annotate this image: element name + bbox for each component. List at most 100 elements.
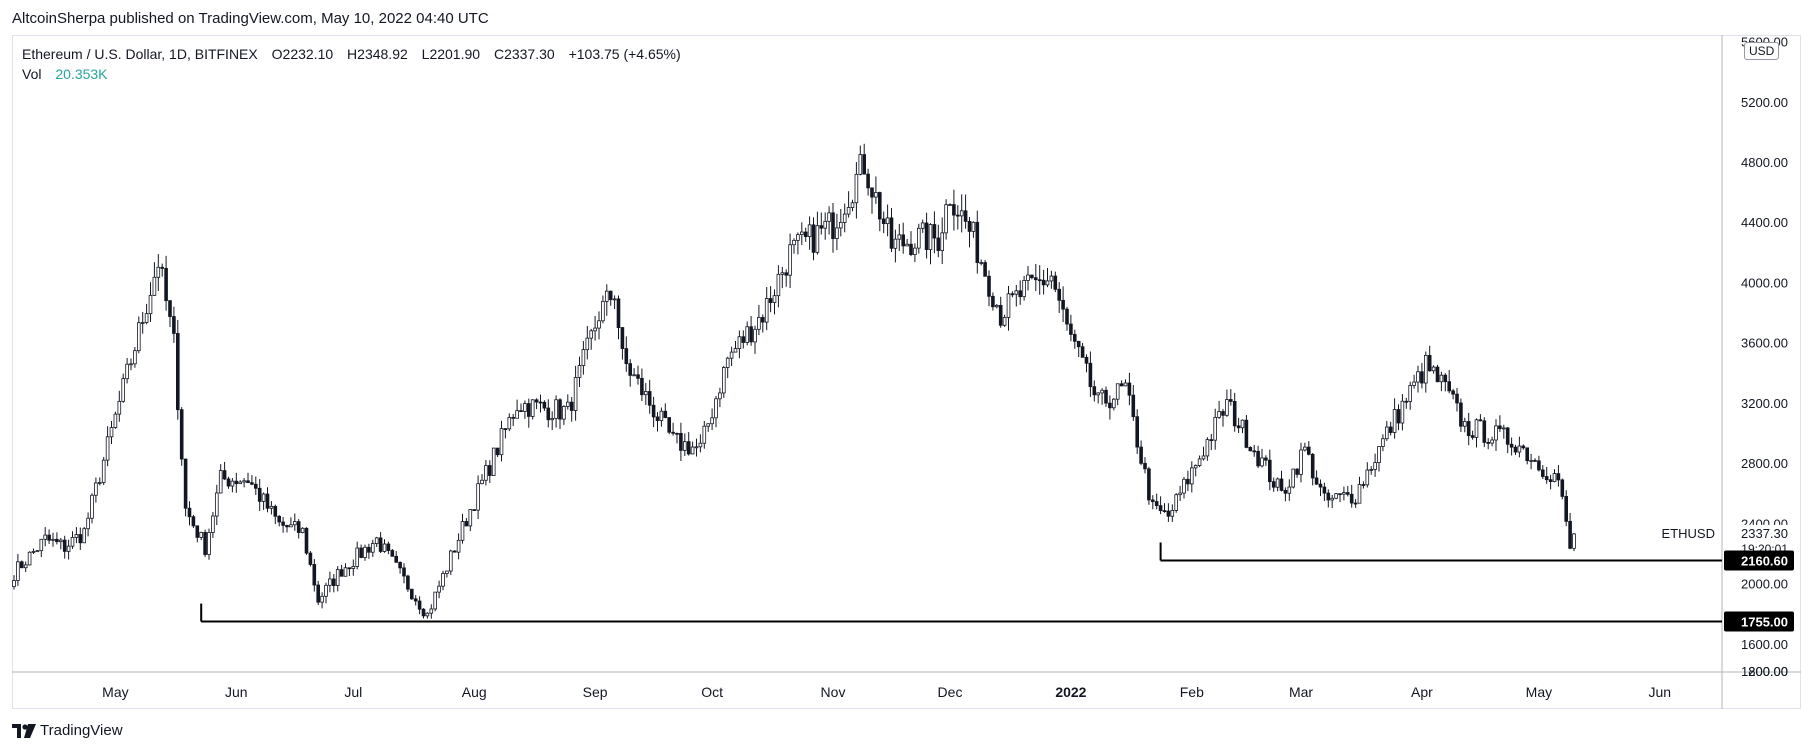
candle-body bbox=[1326, 492, 1331, 501]
candle-body bbox=[920, 222, 925, 229]
candle-body bbox=[491, 447, 496, 476]
candle-body bbox=[296, 521, 301, 533]
candle-body bbox=[1447, 381, 1452, 392]
candle-body bbox=[979, 262, 983, 264]
candle-body bbox=[1498, 425, 1502, 430]
candle-body bbox=[1162, 510, 1167, 513]
candle-body bbox=[370, 543, 375, 553]
candle-body bbox=[940, 232, 944, 251]
candle-body bbox=[1365, 469, 1370, 486]
time-tick-label: Jun bbox=[1649, 684, 1672, 700]
candle-body bbox=[807, 224, 812, 237]
candle-body bbox=[1451, 390, 1455, 395]
candle-body bbox=[1521, 445, 1526, 449]
candle-body bbox=[1544, 476, 1549, 481]
candle-body bbox=[800, 231, 804, 236]
candle-body bbox=[1357, 484, 1362, 504]
candle-body bbox=[737, 336, 742, 349]
candle-body bbox=[433, 591, 437, 610]
candle-body bbox=[1092, 386, 1097, 396]
candle-body bbox=[90, 494, 94, 519]
candle-body bbox=[94, 482, 98, 496]
candle-body bbox=[967, 220, 972, 232]
candle-body bbox=[647, 391, 652, 406]
candle-body bbox=[437, 585, 441, 593]
candle-body bbox=[1154, 501, 1159, 507]
candle-body bbox=[558, 399, 562, 420]
price-axis: 1600.002000.002400.002800.003200.003600.… bbox=[1741, 35, 1788, 679]
candle-body bbox=[577, 365, 582, 378]
candle-body bbox=[683, 441, 687, 451]
high-value: 2348.92 bbox=[357, 46, 408, 62]
tradingview-logo[interactable]: TradingView bbox=[12, 722, 123, 739]
candle-body bbox=[398, 561, 402, 569]
candle-body bbox=[367, 546, 371, 553]
candle-body bbox=[878, 192, 882, 220]
candle-body bbox=[948, 204, 952, 206]
time-tick-label: Sep bbox=[583, 684, 608, 700]
candle-body bbox=[827, 212, 831, 222]
candle-body bbox=[1568, 520, 1572, 549]
candle-body bbox=[1338, 493, 1342, 496]
candle-body bbox=[1353, 502, 1358, 505]
candle-body bbox=[527, 403, 531, 417]
candle-body bbox=[1388, 426, 1393, 433]
currency-button[interactable]: USD bbox=[1744, 42, 1780, 60]
candle-body bbox=[1459, 402, 1463, 427]
candle-body bbox=[710, 417, 714, 425]
candle-body bbox=[51, 538, 55, 541]
candle-body bbox=[324, 584, 328, 597]
candle-body bbox=[304, 527, 309, 554]
candle-body bbox=[487, 465, 492, 476]
candle-body bbox=[569, 401, 574, 411]
candle-body bbox=[1178, 492, 1182, 496]
candle-body bbox=[374, 537, 379, 544]
candle-body bbox=[1564, 496, 1569, 522]
level-price-tag bbox=[1724, 550, 1794, 571]
candle-body bbox=[1057, 288, 1062, 301]
candle-body bbox=[1018, 290, 1022, 298]
candle-body bbox=[421, 608, 426, 617]
chart-frame[interactable] bbox=[12, 35, 1801, 709]
candle-body bbox=[1509, 443, 1514, 448]
candle-body bbox=[98, 482, 102, 484]
candle-body bbox=[1158, 505, 1163, 512]
time-tick-label: 2022 bbox=[1055, 684, 1086, 700]
candle-body bbox=[706, 423, 710, 427]
candle-body bbox=[464, 521, 469, 527]
candle-body bbox=[1385, 426, 1389, 440]
candle-body bbox=[1505, 427, 1510, 445]
candle-body bbox=[1408, 385, 1413, 402]
candle-body bbox=[971, 221, 976, 232]
candle-body bbox=[702, 425, 707, 444]
candle-body bbox=[1041, 279, 1046, 286]
candle-body bbox=[1201, 455, 1206, 460]
tradingview-logo-text: TradingView bbox=[40, 722, 123, 739]
candle-body bbox=[991, 295, 995, 308]
candle-body bbox=[292, 521, 297, 526]
candle-body bbox=[351, 566, 356, 569]
candle-body bbox=[140, 322, 145, 324]
candle-body bbox=[1104, 389, 1108, 404]
candle-body bbox=[608, 290, 613, 301]
candle-body bbox=[445, 570, 449, 574]
candle-body bbox=[1466, 421, 1471, 437]
symbol-title[interactable]: Ethereum / U.S. Dollar, 1D, BITFINEX bbox=[22, 46, 258, 62]
candle-body bbox=[581, 349, 586, 366]
close-label: C bbox=[493, 46, 505, 62]
candle-body bbox=[745, 326, 749, 343]
candle-body bbox=[1088, 362, 1093, 388]
candle-body bbox=[390, 550, 395, 557]
candle-body bbox=[1006, 293, 1011, 318]
candle-body bbox=[573, 377, 578, 411]
candle-body bbox=[1295, 468, 1299, 475]
candle-body bbox=[1435, 366, 1440, 383]
candle-body bbox=[31, 550, 36, 553]
volume-label[interactable]: Vol bbox=[22, 66, 42, 82]
price-tick-label: 4000.00 bbox=[1741, 275, 1788, 290]
candle-body bbox=[612, 298, 617, 301]
candle-body bbox=[1427, 355, 1432, 372]
volume-tick-label: 1200.00 bbox=[1741, 664, 1788, 679]
candle-body bbox=[175, 333, 180, 411]
